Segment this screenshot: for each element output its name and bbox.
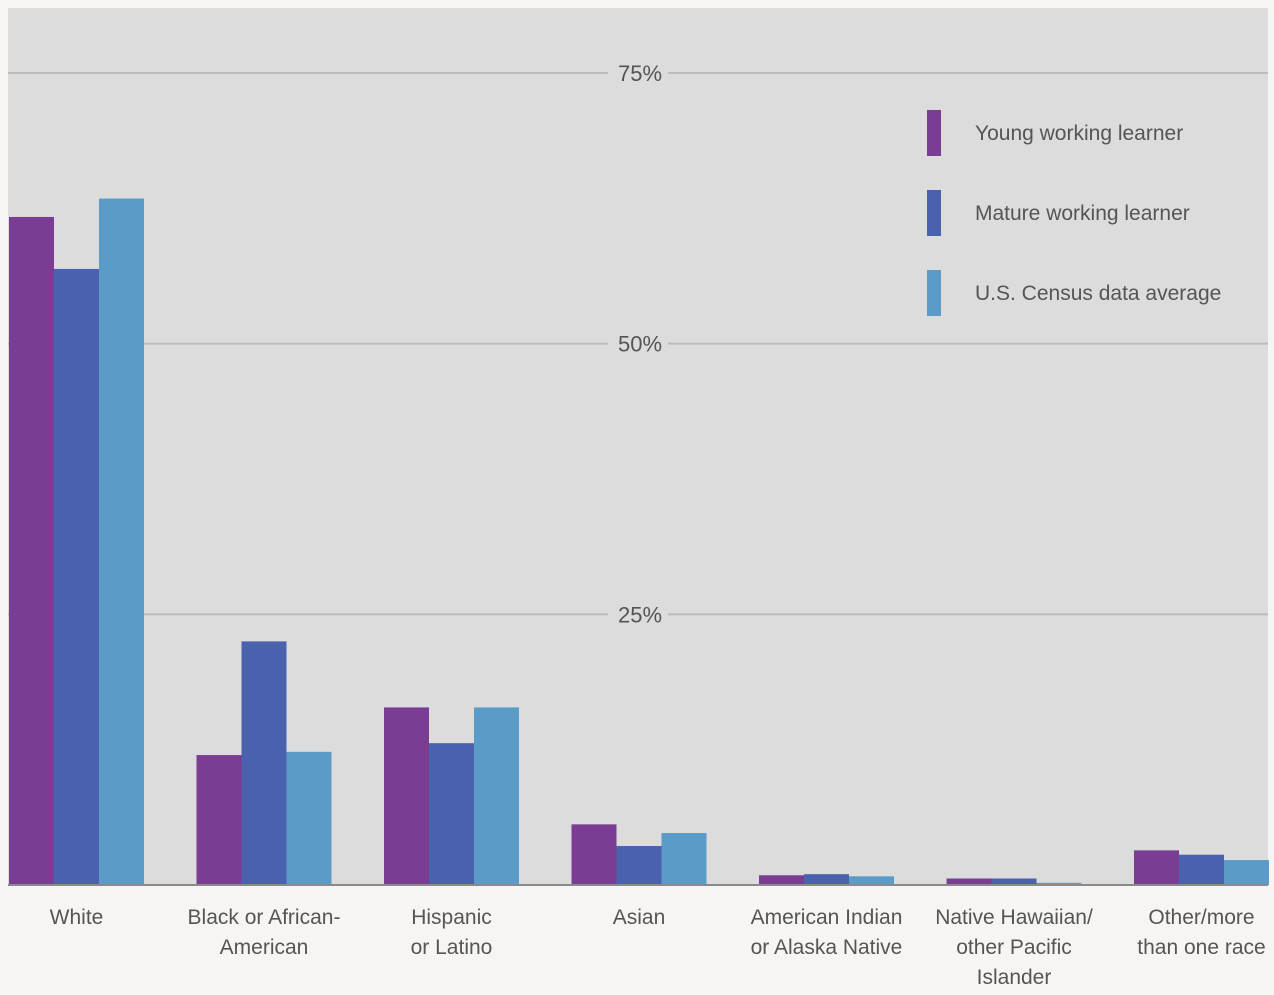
category-labels: White Black or African-American Hispanic or… (50, 906, 1266, 989)
y-tick-label-75: 75% (618, 61, 662, 86)
bar-2-5 (804, 874, 849, 885)
bars (9, 198, 1269, 885)
gridlines: 25% 50% 75% (8, 61, 1268, 627)
category-label-1: White (50, 906, 104, 929)
bar-3-7 (1224, 860, 1269, 885)
bar-3-6 (1036, 882, 1082, 885)
category-label-2: Black or African-American (188, 906, 341, 959)
bar-1-1 (9, 216, 54, 885)
bar-3-1 (99, 198, 144, 885)
legend-label-2: Mature working learner (975, 202, 1190, 225)
bar-3-5 (849, 876, 894, 885)
bar-1-5 (759, 875, 804, 885)
y-tick-label-25: 25% (618, 602, 662, 627)
category-label-3: Hispanic or Latino (411, 906, 493, 959)
bar-1-2 (196, 755, 242, 885)
bar-3-2 (286, 751, 332, 885)
bar-2-2 (241, 641, 287, 885)
bar-3-3 (474, 707, 519, 885)
bar-2-1 (54, 268, 99, 885)
category-label-4: Asian (613, 906, 666, 929)
bar-1-7 (1134, 850, 1179, 885)
bar-2-6 (991, 878, 1037, 885)
legend: Young working learner Mature working lear… (927, 110, 1221, 316)
bar-1-4 (571, 824, 617, 885)
legend-swatch-3 (927, 270, 941, 316)
bar-2-7 (1179, 854, 1224, 885)
legend-label-1: Young working learner (975, 122, 1183, 145)
category-label-7: Other/more than one race (1137, 906, 1265, 959)
category-label-6: Native Hawaiian/other Pacific Islander (935, 906, 1093, 989)
bar-1-3 (384, 707, 429, 885)
legend-swatch-2 (927, 190, 941, 236)
category-label-5: American Indian or Alaska Native (751, 906, 903, 959)
legend-label-3: U.S. Census data average (975, 282, 1221, 305)
legend-swatch-1 (927, 110, 941, 156)
bar-3-4 (661, 833, 707, 885)
bar-1-6 (946, 878, 992, 885)
bar-2-3 (429, 743, 474, 885)
plot-background (8, 8, 1268, 885)
y-tick-label-50: 50% (618, 332, 662, 357)
bar-2-4 (616, 846, 662, 885)
